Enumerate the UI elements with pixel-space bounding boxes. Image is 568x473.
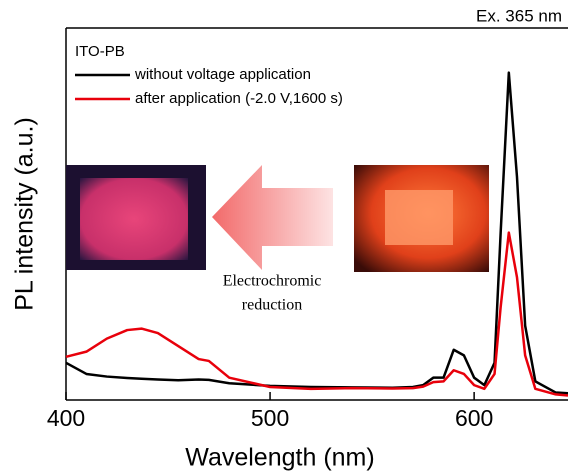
x-axis-label: Wavelength (nm) [185,444,374,472]
photo-film [385,190,453,245]
legend-label: without voltage application [134,66,311,83]
legend-label: after application (-2.0 V,1600 s) [135,90,343,107]
x-tick-label: 600 [455,405,493,431]
line-series [65,231,568,397]
x-tick-label: 500 [251,405,289,431]
title: Ex. 365 nm [476,6,562,25]
annotation: Electrochromic [223,273,322,290]
line-series [65,71,568,395]
y-axis-label: PL intensity (a.u.) [11,117,39,311]
legend-title: ITO-PB [75,43,125,60]
x-tick-label: 400 [47,405,85,431]
arrow [212,165,333,270]
annotation: reduction [242,297,302,314]
photo-film [80,178,188,260]
